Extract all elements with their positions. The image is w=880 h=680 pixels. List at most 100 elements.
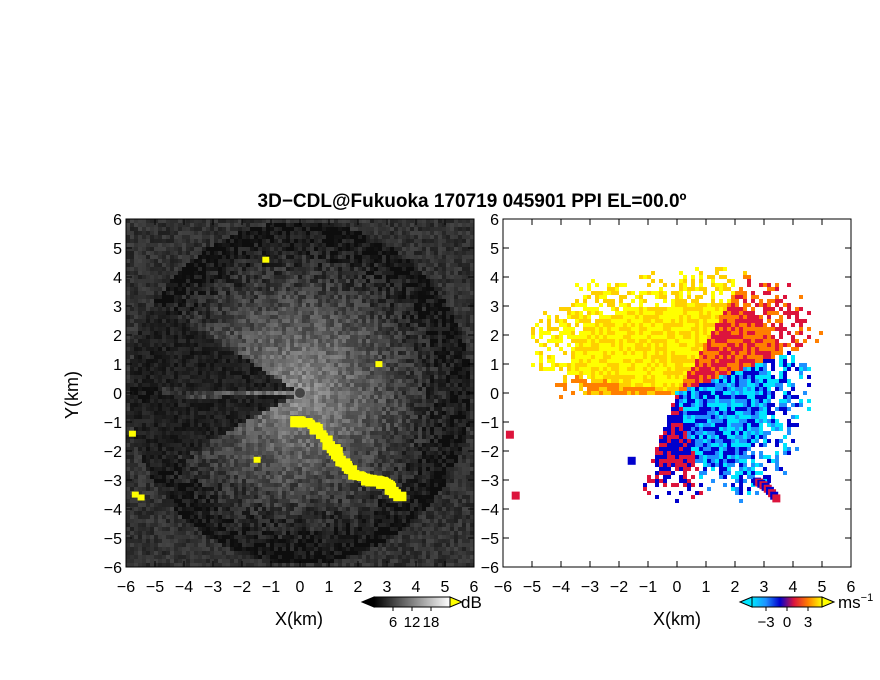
intensity-cell	[222, 231, 226, 235]
intensity-cell	[346, 327, 350, 331]
intensity-cell	[398, 379, 402, 383]
intensity-cell	[246, 375, 250, 379]
intensity-cell	[346, 267, 350, 271]
intensity-cell	[154, 351, 158, 355]
intensity-cell	[198, 223, 202, 227]
intensity-cell	[354, 327, 358, 331]
intensity-cell	[370, 299, 374, 303]
intensity-cell	[214, 279, 218, 283]
intensity-cell	[294, 235, 298, 239]
intensity-cell	[342, 403, 346, 407]
intensity-cell	[138, 379, 142, 383]
intensity-cell	[410, 375, 414, 379]
intensity-cell	[190, 339, 194, 343]
intensity-cell	[426, 319, 430, 323]
intensity-cell	[178, 263, 182, 267]
intensity-cell	[306, 271, 310, 275]
intensity-cell	[258, 263, 262, 267]
intensity-cell	[310, 407, 314, 411]
intensity-cell	[214, 423, 218, 427]
intensity-cell	[222, 251, 226, 255]
intensity-cell	[434, 359, 438, 363]
intensity-cell	[234, 403, 238, 407]
intensity-cell	[202, 375, 206, 379]
intensity-cell	[410, 411, 414, 415]
intensity-cell	[466, 375, 470, 379]
intensity-cell	[126, 339, 130, 343]
intensity-cell	[198, 271, 202, 275]
intensity-cell	[150, 323, 154, 327]
intensity-cell	[306, 363, 310, 367]
intensity-cell	[262, 359, 266, 363]
intensity-cell	[154, 423, 158, 427]
intensity-cell	[442, 395, 446, 399]
intensity-cell	[246, 331, 250, 335]
intensity-cell	[406, 411, 410, 415]
intensity-cell	[190, 247, 194, 251]
intensity-cell	[350, 435, 354, 439]
intensity-cell	[246, 223, 250, 227]
intensity-cell	[294, 443, 298, 447]
intensity-cell	[134, 299, 138, 303]
intensity-cell	[382, 275, 386, 279]
intensity-cell	[222, 363, 226, 367]
intensity-cell	[286, 243, 290, 247]
intensity-cell	[386, 331, 390, 335]
intensity-cell	[126, 243, 130, 247]
intensity-cell	[150, 423, 154, 427]
intensity-cell	[362, 371, 366, 375]
intensity-cell	[234, 355, 238, 359]
intensity-cell	[430, 351, 434, 355]
intensity-cell	[246, 279, 250, 283]
intensity-cell	[374, 395, 378, 399]
intensity-cell	[362, 403, 366, 407]
intensity-cell	[182, 291, 186, 295]
intensity-cell	[326, 291, 330, 295]
intensity-cell	[454, 327, 458, 331]
intensity-cell	[298, 251, 302, 255]
intensity-cell	[406, 299, 410, 303]
intensity-cell	[454, 407, 458, 411]
intensity-cell	[430, 383, 434, 387]
intensity-cell	[150, 299, 154, 303]
intensity-cell	[230, 295, 234, 299]
intensity-cell	[338, 407, 342, 411]
intensity-cell	[126, 263, 130, 267]
intensity-cell	[462, 231, 466, 235]
intensity-cell	[314, 415, 318, 419]
intensity-cell	[366, 307, 370, 311]
intensity-cell	[326, 219, 330, 223]
intensity-cell	[314, 315, 318, 319]
intensity-cell	[402, 411, 406, 415]
intensity-cell	[366, 387, 370, 391]
intensity-cell	[270, 239, 274, 243]
intensity-cell	[138, 335, 142, 339]
intensity-cell	[254, 363, 258, 367]
intensity-cell	[458, 319, 462, 323]
intensity-cell	[298, 239, 302, 243]
intensity-cell	[410, 263, 414, 267]
intensity-cell	[182, 263, 186, 267]
intensity-cell	[214, 247, 218, 251]
intensity-cell	[290, 223, 294, 227]
intensity-cell	[154, 427, 158, 431]
intensity-cell	[126, 327, 130, 331]
intensity-cell	[282, 319, 286, 323]
intensity-cell	[206, 339, 210, 343]
intensity-cell	[430, 263, 434, 267]
intensity-cell	[250, 339, 254, 343]
intensity-cell	[402, 439, 406, 443]
intensity-cell	[226, 383, 230, 387]
intensity-cell	[318, 255, 322, 259]
intensity-cell	[282, 347, 286, 351]
intensity-cell	[134, 227, 138, 231]
intensity-cell	[318, 219, 322, 223]
intensity-cell	[150, 379, 154, 383]
intensity-cell	[178, 235, 182, 239]
intensity-cell	[306, 355, 310, 359]
intensity-cell	[226, 259, 230, 263]
intensity-cell	[350, 327, 354, 331]
intensity-cell	[226, 307, 230, 311]
intensity-cell	[370, 387, 374, 391]
intensity-cell	[166, 427, 170, 431]
